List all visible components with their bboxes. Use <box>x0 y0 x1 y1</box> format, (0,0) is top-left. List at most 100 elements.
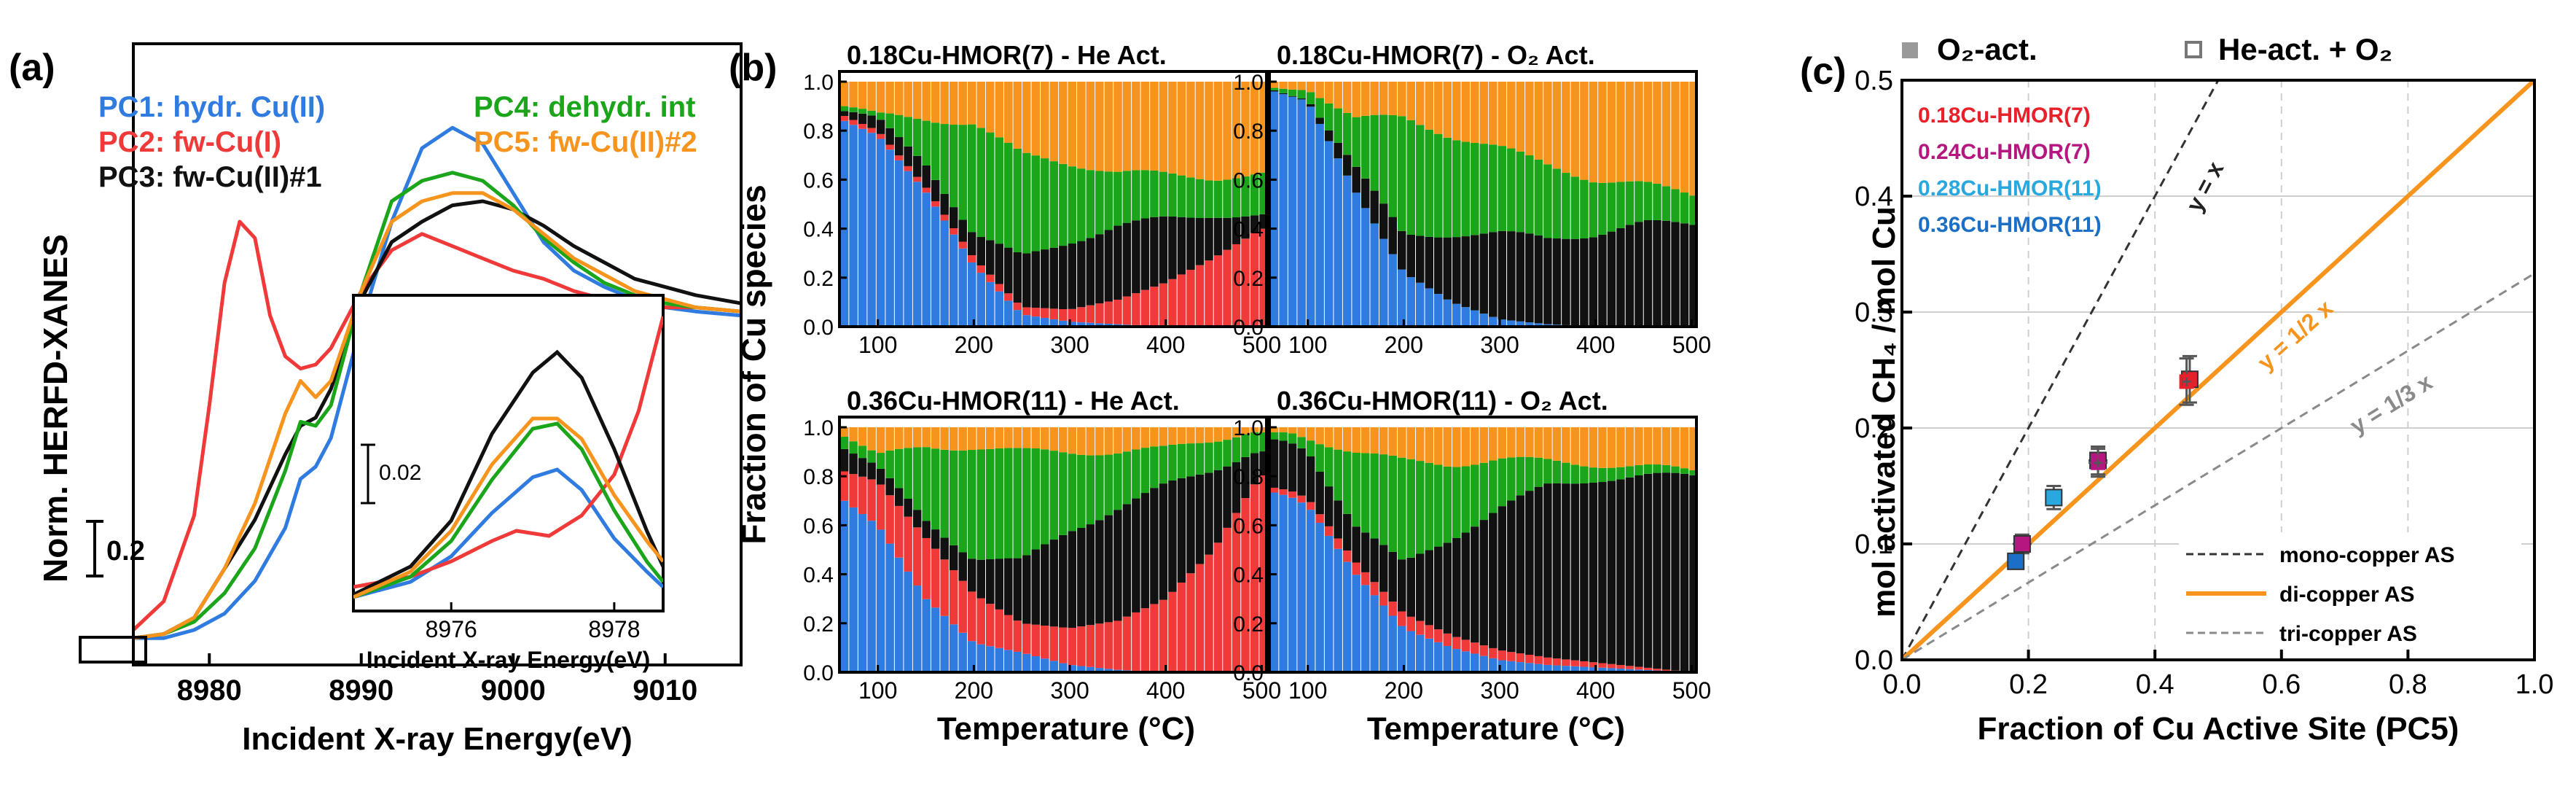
bar-pc1 <box>1361 585 1370 672</box>
subplot-ytick-label: 0.4 <box>1233 564 1264 588</box>
bar-pc2 <box>922 187 931 193</box>
bar-pc4 <box>1425 462 1434 550</box>
bar-pc3 <box>1543 483 1552 658</box>
bar-pc5 <box>1159 427 1168 446</box>
legend-pc3: PC3: fw-Cu(II)#1 <box>98 161 322 193</box>
bar-pc1 <box>1479 314 1489 327</box>
panel-c-ytick-label: 0.3 <box>1855 297 1893 328</box>
bar-pc4 <box>912 119 922 156</box>
bar-pc3 <box>1661 220 1671 327</box>
bar-pc3 <box>976 559 985 599</box>
bar-pc2 <box>1186 573 1195 672</box>
subplot-xtick-label: 500 <box>1672 677 1711 704</box>
bar-pc4 <box>1288 433 1297 444</box>
bar-pc4 <box>1434 133 1443 238</box>
bar-pc2 <box>1031 308 1041 317</box>
bar-pc1 <box>931 206 940 327</box>
bar-pc3 <box>1653 219 1661 327</box>
legend-o2-act-marker <box>1902 42 1918 58</box>
bar-pc2 <box>1223 249 1232 327</box>
bar-pc1 <box>1297 99 1306 327</box>
bar-pc4 <box>1041 449 1049 545</box>
bar-pc2 <box>904 516 912 572</box>
bar-pc3 <box>1425 236 1434 289</box>
bar-pc1 <box>1388 615 1397 672</box>
bar-pc1 <box>1068 322 1077 327</box>
bar-pc4 <box>885 113 894 128</box>
bar-pc5 <box>1168 427 1177 445</box>
bar-pc3 <box>1150 217 1159 287</box>
bar-pc4 <box>1132 449 1140 499</box>
subplot-xtick-label: 200 <box>955 677 993 704</box>
bar-pc1 <box>1379 605 1388 672</box>
inset-line-pc2 <box>353 316 663 589</box>
bar-pc4 <box>1113 171 1122 226</box>
bar-pc5 <box>1324 82 1334 104</box>
bar-pc5 <box>1104 427 1113 455</box>
bar-pc3 <box>985 240 995 275</box>
bar-pc2 <box>1259 475 1268 672</box>
bar-pc5 <box>1661 82 1671 187</box>
bar-pc4 <box>1306 440 1315 457</box>
bar-pc3 <box>1022 253 1031 308</box>
bar-pc3 <box>1269 439 1279 488</box>
bar-pc2 <box>1635 666 1643 670</box>
bar-pc3 <box>1570 238 1580 326</box>
bar-pc3 <box>1370 538 1379 583</box>
bar-pc1 <box>867 521 876 672</box>
bar-pc1 <box>1049 661 1059 672</box>
bar-pc3 <box>940 537 949 560</box>
bar-pc3 <box>1095 520 1104 624</box>
bar-pc5 <box>1388 82 1397 115</box>
bar-pc3 <box>1562 238 1570 325</box>
bar-pc1 <box>1434 294 1443 327</box>
bar-pc2 <box>839 116 849 121</box>
bar-pc5 <box>1022 82 1031 153</box>
bar-pc1 <box>922 599 931 672</box>
bar-pc3 <box>1279 440 1288 490</box>
bar-pc5 <box>1250 82 1259 175</box>
bar-pc3 <box>1004 247 1013 294</box>
bar-pc5 <box>985 82 995 133</box>
bar-pc1 <box>1625 669 1635 672</box>
subplot-xtick-label: 500 <box>1242 677 1281 704</box>
bar-pc1 <box>867 133 876 327</box>
bar-pc3 <box>894 137 904 156</box>
bar-pc1 <box>1580 666 1589 672</box>
bar-pc3 <box>1498 230 1507 320</box>
bar-pc5 <box>1324 427 1334 448</box>
bar-pc4 <box>1616 182 1625 228</box>
bar-pc3 <box>1689 475 1698 672</box>
bar-pc5 <box>1342 82 1352 113</box>
bar-pc4 <box>1406 120 1415 235</box>
bar-pc2 <box>1543 657 1552 665</box>
bar-pc4 <box>839 106 849 112</box>
bar-pc2 <box>1361 572 1370 585</box>
subplot-ytick-label: 0.8 <box>1233 465 1264 489</box>
legend-he-act: He-act. + O₂ <box>2218 32 2392 66</box>
bar-pc5 <box>1415 82 1425 125</box>
bar-pc5 <box>1443 427 1452 467</box>
bar-pc1 <box>1297 502 1306 672</box>
bar-pc5 <box>1250 427 1259 432</box>
bar-pc1 <box>967 262 976 327</box>
bar-pc4 <box>1680 192 1689 224</box>
inset-xtick-label: 8976 <box>426 616 477 642</box>
bar-pc4 <box>922 120 931 166</box>
bar-pc3 <box>1232 462 1241 513</box>
bar-pc3 <box>1297 448 1306 496</box>
ref-line <box>1902 80 2220 660</box>
bar-pc5 <box>1279 427 1288 432</box>
panel-b-subplots: 0.18Cu-HMOR(7) - He Act. 0.0 0.2 0.4 0.6 0.8 1… <box>803 40 1711 704</box>
bar-pc5 <box>894 82 904 115</box>
bar-pc3 <box>1122 504 1132 617</box>
bar-pc5 <box>1516 427 1525 457</box>
bar-pc4 <box>940 449 949 538</box>
bar-pc3 <box>1680 223 1689 327</box>
bar-pc3 <box>1049 540 1059 627</box>
bar-pc5 <box>1315 427 1324 445</box>
bar-pc5 <box>1297 82 1306 90</box>
bar-pc5 <box>1552 427 1562 461</box>
bar-pc3 <box>1297 98 1306 100</box>
bar-pc5 <box>1461 82 1471 142</box>
